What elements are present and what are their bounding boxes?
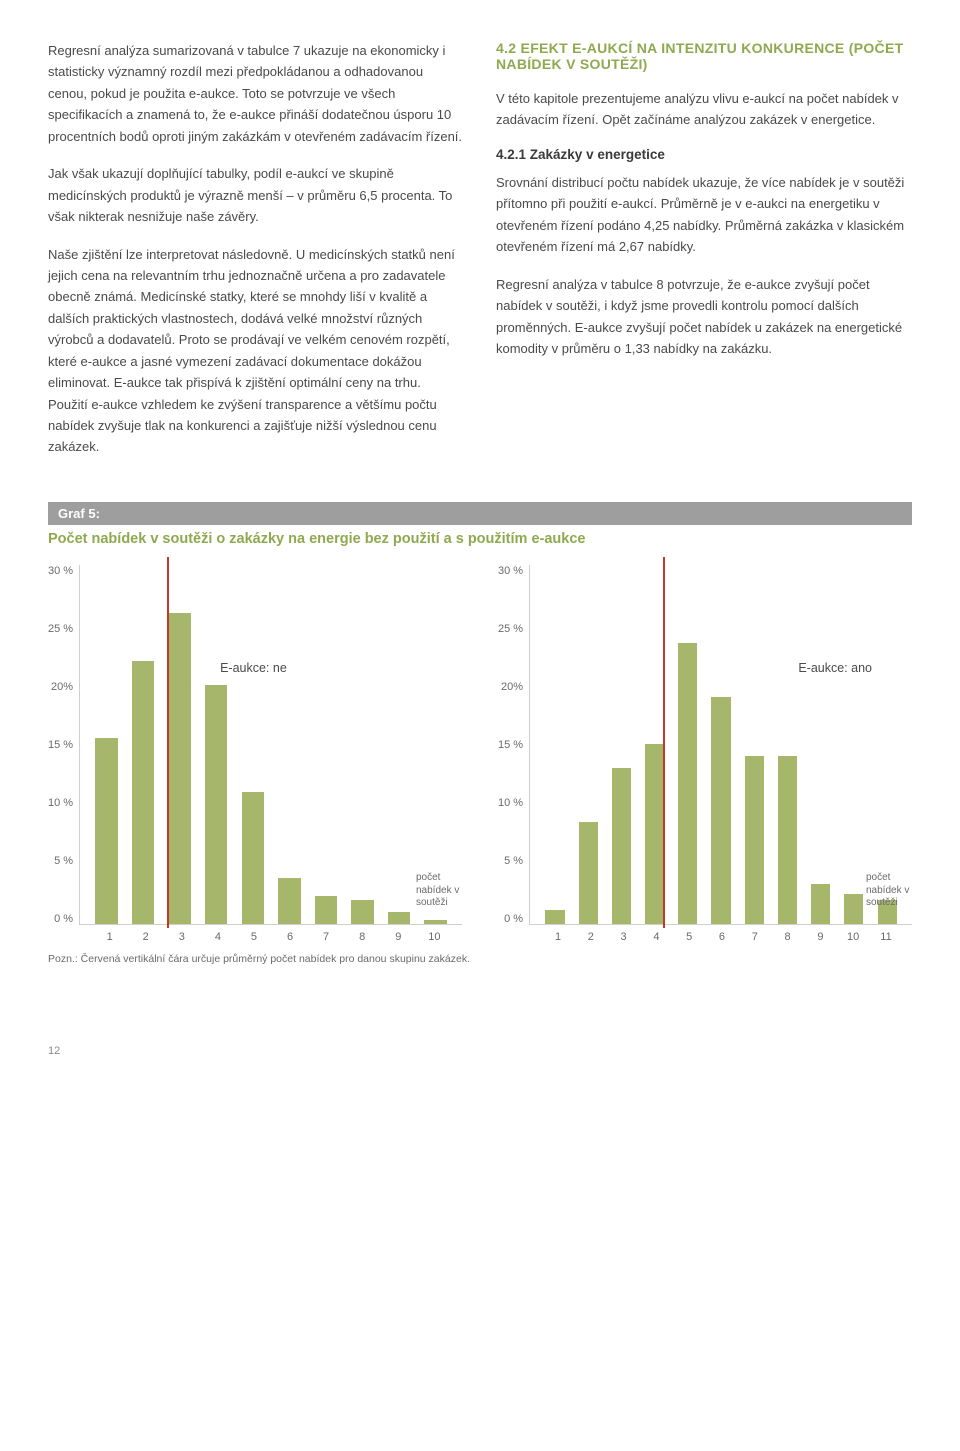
bar [778,756,797,924]
section-heading-4-2: 4.2 EFEKT E-AUKCÍ NA INTENZITU KONKURENC… [496,40,912,72]
bar [711,697,730,924]
right-p2: Srovnání distribucí počtu nabídek ukazuj… [496,172,912,258]
left-p1: Regresní analýza sumarizovaná v tabulce … [48,40,464,147]
x-labels-left: 1 2 3 4 5 6 7 8 9 10 [82,925,462,943]
bars-left [80,565,462,924]
x-tick: 5 [680,931,699,943]
bar [645,744,664,924]
x-tick: 6 [279,931,301,943]
y-axis-left: 30 % 25 % 20% 15 % 10 % 5 % 0 % [48,565,79,925]
bar [844,894,863,924]
bar [315,896,338,924]
x-tick: 1 [549,931,568,943]
y-tick: 30 % [498,565,523,577]
y-tick: 20% [51,681,73,693]
x-tick: 8 [351,931,373,943]
x-tick: 2 [581,931,600,943]
plot-left: E-aukce: ne počet nabídek v soutěži [79,565,462,925]
bar [424,920,447,924]
left-column: Regresní analýza sumarizovaná v tabulce … [48,40,464,474]
y-tick: 0 % [504,913,523,925]
bar [278,878,301,923]
bar [579,822,598,924]
x-labels-right: 1 2 3 4 5 6 7 8 9 10 11 [532,925,912,943]
bar [351,900,374,924]
bar [242,792,265,924]
bar [678,643,697,924]
x-tick: 10 [423,931,445,943]
x-tick: 9 [811,931,830,943]
text-columns: Regresní analýza sumarizovaná v tabulce … [48,40,912,474]
right-p1: V této kapitole prezentujeme analýzu vli… [496,88,912,131]
mean-line-right [663,557,665,928]
x-tick: 3 [614,931,633,943]
bar [388,912,411,924]
x-tick: 5 [243,931,265,943]
x-tick: 7 [315,931,337,943]
x-tick: 1 [99,931,121,943]
label-eaukce-ano: E-aukce: ano [798,661,872,675]
y-axis-right: 30 % 25 % 20% 15 % 10 % 5 % 0 % [498,565,529,925]
x-tick: 4 [207,931,229,943]
mean-line-left [167,557,169,928]
charts-row: 30 %25 %20%15 %10 %5 %0 % E-aukce: ne po… [48,565,912,943]
axis-caption-left: počet nabídek v soutěži [416,872,470,910]
x-tick: 2 [135,931,157,943]
y-tick: 25 % [48,623,73,635]
x-tick: 8 [778,931,797,943]
y-tick: 15 % [498,739,523,751]
y-tick: 5 % [54,855,73,867]
y-tick: 15 % [48,739,73,751]
y-tick: 20% [501,681,523,693]
bar [205,685,228,924]
y-tick: 10 % [498,797,523,809]
left-p2: Jak však ukazují doplňující tabulky, pod… [48,163,464,227]
label-eaukce-ne: E-aukce: ne [220,661,287,675]
bar [168,613,191,924]
chart-title-bar: Graf 5: [48,502,912,525]
axis-caption-right: počet nabídek v soutěži [866,872,920,910]
bars-right [530,565,912,924]
x-tick: 6 [713,931,732,943]
page-number: 12 [48,1045,912,1057]
chart-left: 30 % 25 % 20% 15 % 10 % 5 % 0 % E-aukce: ne po… [48,565,462,943]
y-tick: 25 % [498,623,523,635]
chart-right: 30 % 25 % 20% 15 % 10 % 5 % 0 % E-aukce: ano p… [498,565,912,943]
bar [612,768,631,924]
chart-subtitle: Počet nabídek v soutěži o zakázky na ene… [48,525,912,565]
x-tick: 4 [647,931,666,943]
y-tick: 10 % [48,797,73,809]
subheading-4-2-1: 4.2.1 Zakázky v energetice [496,147,912,162]
x-tick: 11 [877,931,896,943]
x-tick: 7 [745,931,764,943]
right-p3: Regresní analýza v tabulce 8 potvrzuje, … [496,274,912,360]
bar [811,884,830,923]
x-tick: 10 [844,931,863,943]
right-column: 4.2 EFEKT E-AUKCÍ NA INTENZITU KONKURENC… [496,40,912,474]
bar [132,661,155,924]
y-tick: 0 % [54,913,73,925]
y-tick: 5 % [504,855,523,867]
bar [745,756,764,924]
bar [95,738,118,923]
plot-right: E-aukce: ano počet nabídek v soutěži [529,565,912,925]
left-p3: Naše zjištění lze interpretovat následov… [48,244,464,458]
y-tick: 30 % [48,565,73,577]
bar [545,910,564,924]
x-tick: 9 [387,931,409,943]
page-root: Regresní analýza sumarizovaná v tabulce … [0,0,960,1081]
x-tick: 3 [171,931,193,943]
chart-footnote: Pozn.: Červená vertikální čára určuje pr… [48,953,912,965]
